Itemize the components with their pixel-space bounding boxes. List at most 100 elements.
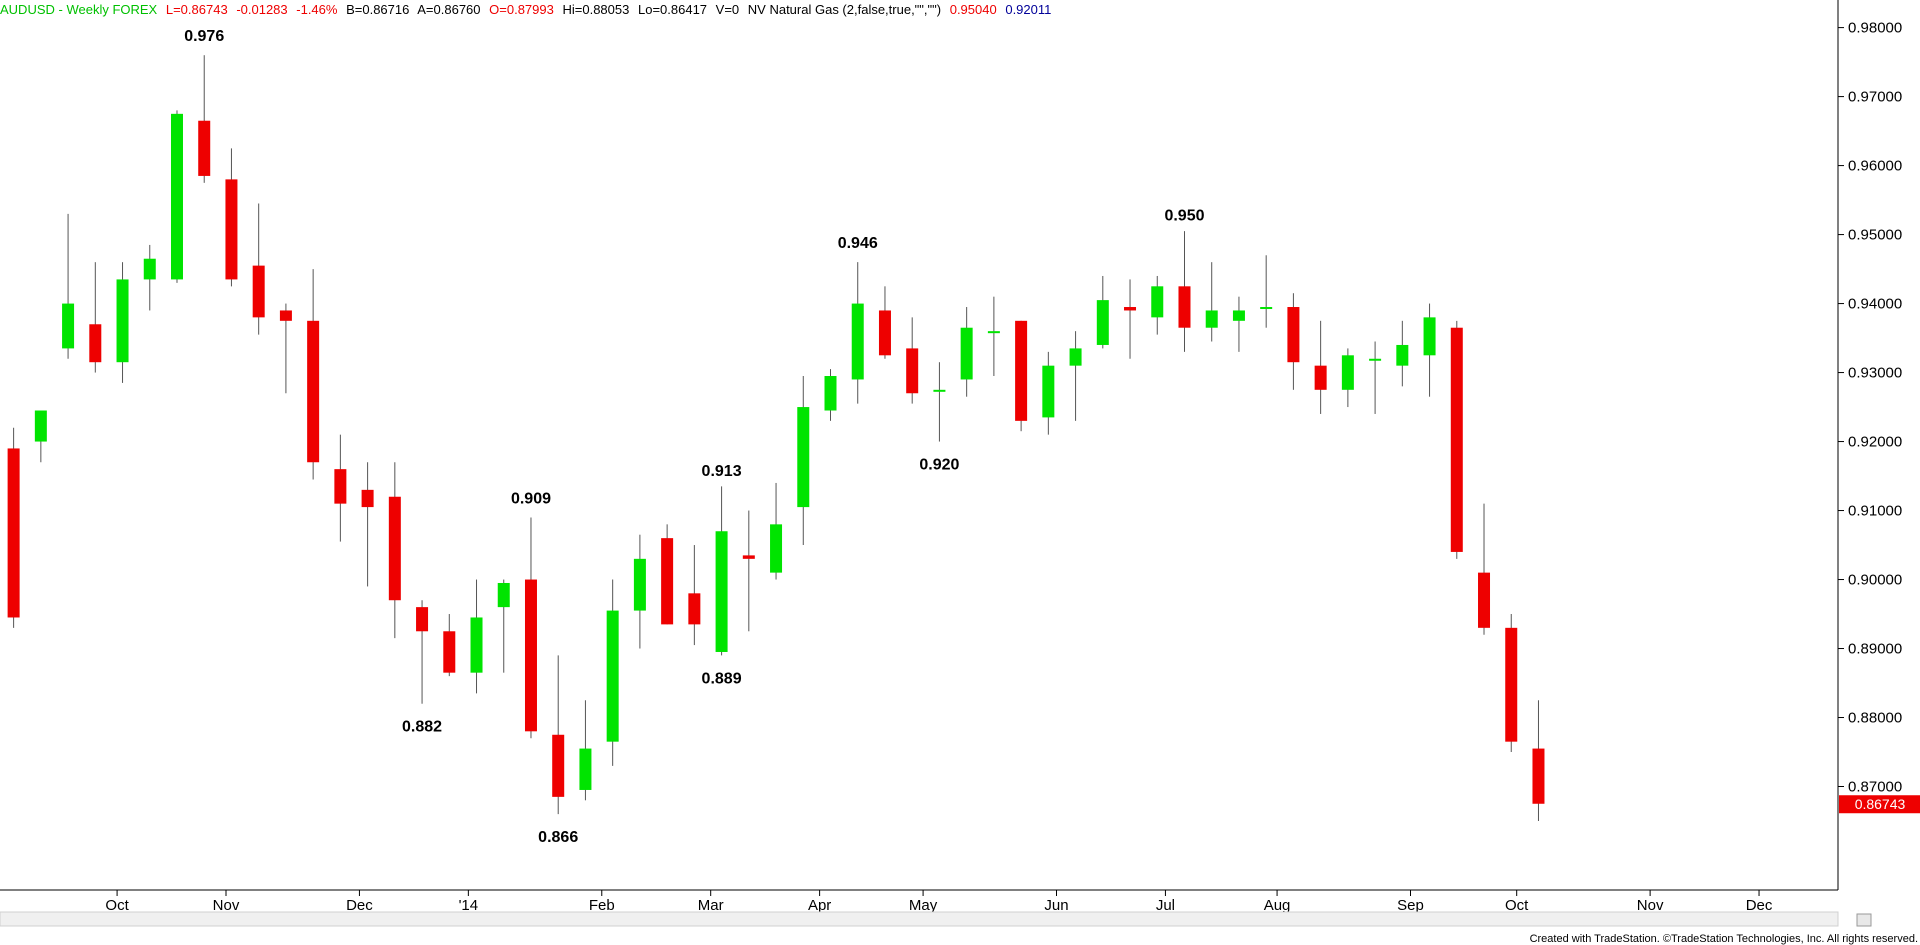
candle-body	[1505, 627, 1518, 742]
candle-body	[1178, 286, 1191, 328]
time-tick-label: Sep	[1397, 897, 1424, 914]
candle-body	[1042, 365, 1055, 418]
high-readout: Hi=0.88053	[562, 2, 630, 17]
study-value-2: 0.92011	[1005, 2, 1052, 17]
candle-body	[1423, 317, 1436, 356]
time-tick-label: Aug	[1264, 897, 1291, 914]
price-tick-label: 0.98000	[1848, 20, 1902, 37]
candle-body	[1314, 365, 1327, 390]
candle-body	[824, 376, 837, 411]
time-tick-label: Nov	[213, 897, 240, 914]
candle-body	[906, 348, 919, 394]
candle-body	[742, 555, 755, 559]
bid-readout: B=0.86716	[346, 2, 410, 17]
horizontal-scrollbar[interactable]	[0, 911, 1872, 927]
time-tick-label: Apr	[808, 897, 831, 914]
candle-body	[416, 607, 429, 632]
swing-label: 0.920	[919, 457, 959, 474]
candle-body	[688, 593, 701, 625]
candle-body	[1369, 358, 1382, 361]
candle-body	[661, 538, 674, 625]
time-tick-label: Dec	[1746, 897, 1773, 914]
candle-body	[1069, 348, 1082, 366]
candle-body	[1124, 307, 1137, 311]
ask-readout: A=0.86760	[417, 2, 481, 17]
candle-body	[1341, 355, 1354, 390]
candle-body	[7, 448, 20, 618]
study-value-1: 0.95040	[949, 2, 997, 17]
candle-body	[1260, 307, 1273, 310]
candle-body	[1151, 286, 1164, 318]
swing-label: 0.976	[184, 28, 224, 45]
swing-label: 0.882	[402, 719, 442, 736]
candle-body	[552, 734, 565, 797]
scrollbar-track[interactable]	[0, 911, 1839, 927]
candle-body	[1396, 344, 1409, 366]
candle-body	[633, 558, 646, 611]
copyright-footer: Created with TradeStation. ©TradeStation…	[1529, 933, 1918, 945]
scrollbar-thumb[interactable]	[1856, 913, 1872, 927]
annotations-layer: 0.976 0.882 0.909 0.866 0.913 0.889 0.946 0.920…	[184, 28, 1204, 846]
swing-label: 0.946	[838, 235, 878, 252]
price-tick-label: 0.89000	[1848, 641, 1902, 658]
time-tick-label: Oct	[1505, 897, 1529, 914]
last-price-readout: L=0.86743	[165, 2, 228, 17]
candle-body	[797, 407, 810, 508]
time-tick-label: Mar	[698, 897, 724, 914]
candle-body	[1205, 310, 1218, 328]
time-tick-label: Jun	[1044, 897, 1068, 914]
symbol-label: AUDUSD - Weekly FOREX	[0, 2, 158, 17]
time-axis: Oct Nov Dec '14 Feb Mar Apr May Jun Jul Aug Sep Oct N…	[105, 890, 1773, 914]
study-label: NV Natural Gas (2,false,true,"","")	[747, 2, 942, 17]
candle-body	[960, 327, 973, 380]
time-tick-label: '14	[459, 897, 479, 914]
time-tick-label: Oct	[105, 897, 129, 914]
price-tick-label: 0.87000	[1848, 779, 1902, 796]
percent-change-readout: -1.46%	[296, 2, 338, 17]
swing-label: 0.909	[511, 490, 551, 507]
open-readout: O=0.87993	[489, 2, 554, 17]
time-tick-label: May	[909, 897, 938, 914]
price-tick-label: 0.94000	[1848, 296, 1902, 313]
last-price-tag-box	[1839, 795, 1920, 814]
last-price-tag-label: 0.86743	[1855, 796, 1906, 812]
candle-body	[388, 496, 401, 601]
candle-body	[198, 120, 211, 176]
last-price-tag: 0.86743	[1839, 795, 1920, 814]
candle-body	[606, 610, 619, 742]
swing-label: 0.950	[1164, 208, 1204, 225]
candle-body	[1015, 320, 1028, 421]
time-tick-label: Jul	[1156, 897, 1175, 914]
chart-header: AUDUSD - Weekly FOREX L=0.86743 -0.01283…	[0, 0, 1840, 20]
swing-label: 0.913	[702, 463, 742, 480]
time-tick-label: Dec	[346, 897, 373, 914]
candle-body	[116, 279, 129, 363]
low-readout: Lo=0.86417	[637, 2, 708, 17]
candle-body	[307, 320, 320, 463]
price-tick-label: 0.91000	[1848, 503, 1902, 520]
price-tick-label: 0.90000	[1848, 572, 1902, 589]
candle-body	[1096, 300, 1109, 345]
candle-body	[1450, 327, 1463, 552]
time-tick-label: Feb	[589, 897, 615, 914]
candle-body	[225, 179, 238, 280]
candles-layer	[7, 55, 1545, 822]
net-change-readout: -0.01283	[236, 2, 288, 17]
candle-body	[252, 265, 265, 318]
candle-body	[933, 389, 946, 392]
time-tick-label: Nov	[1637, 897, 1664, 914]
candle-body	[987, 331, 1000, 334]
price-tick-label: 0.92000	[1848, 434, 1902, 451]
candle-body	[1532, 748, 1545, 804]
candle-body	[851, 303, 864, 380]
candle-body	[143, 258, 156, 280]
candle-body	[1232, 310, 1245, 321]
candle-body	[279, 310, 292, 321]
candle-body	[497, 582, 510, 608]
swing-label: 0.866	[538, 829, 578, 846]
price-axis: 0.98000 0.97000 0.96000 0.95000 0.94000 0.930…	[1838, 20, 1902, 796]
candle-body	[334, 469, 347, 504]
candle-body	[361, 489, 374, 508]
candle-body	[715, 531, 728, 652]
